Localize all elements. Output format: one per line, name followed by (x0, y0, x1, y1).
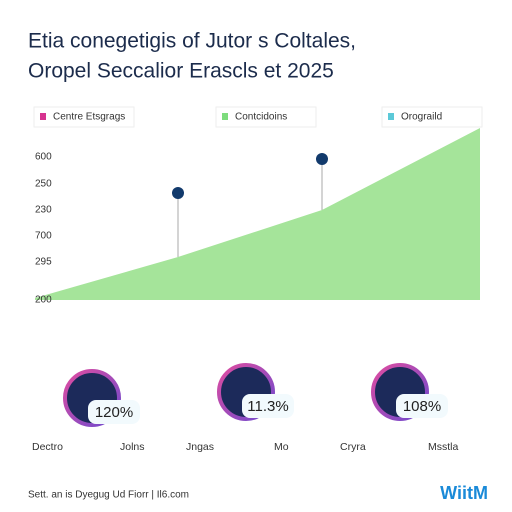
title-line-2: Oropel Seccalior Erascls et 2025 (28, 60, 334, 83)
area (35, 128, 480, 300)
legend-box (215, 106, 317, 128)
stat-value: 120% (95, 404, 133, 421)
axis-label: 700 (35, 231, 52, 242)
stats: 120% Dectro Jolns 11.3% Jngas Mo 108% Cryra Msst… (32, 363, 458, 453)
value-pill (88, 400, 140, 424)
stat-value: 108% (403, 398, 441, 415)
axis-label: 230 (35, 205, 52, 216)
axis-labels: 600 250 230 700 295 200 (35, 152, 52, 306)
stat-left: Cryra (340, 441, 366, 453)
footer-text: Sett. an is Dyegug Ud Fiorr | Il6.com (28, 490, 189, 501)
legend-label: Orograild (401, 112, 442, 123)
stat-value: 11.3% (247, 398, 288, 415)
axis-label: 200 (35, 295, 52, 306)
value-pill (242, 394, 294, 418)
legend-box (33, 106, 135, 128)
axis-label: 295 (35, 257, 52, 268)
legend-label: Centre Etsgrags (53, 112, 125, 123)
legend-swatch (222, 113, 228, 120)
legend-swatch (388, 113, 394, 120)
chart (35, 128, 480, 300)
stat-right: Jolns (120, 441, 145, 453)
stat-left: Dectro (32, 441, 63, 453)
axis-label: 250 (35, 179, 52, 190)
stat-left: Jngas (186, 441, 214, 453)
legend-swatch (40, 113, 46, 120)
legend-label: Contcidoins (235, 112, 287, 123)
stat-right: Msstla (428, 441, 458, 453)
logo: WiitM (440, 483, 488, 503)
axis-label: 600 (35, 152, 52, 163)
legend: Centre Etsgrags Contcidoins Orograild (33, 106, 483, 128)
pin (316, 153, 328, 165)
value-pill (396, 394, 448, 418)
stat-right: Mo (274, 441, 289, 453)
title-line-1: Etia conegetigis of Jutor s Coltales, (28, 30, 356, 53)
pin (172, 187, 184, 199)
legend-box (381, 106, 483, 128)
